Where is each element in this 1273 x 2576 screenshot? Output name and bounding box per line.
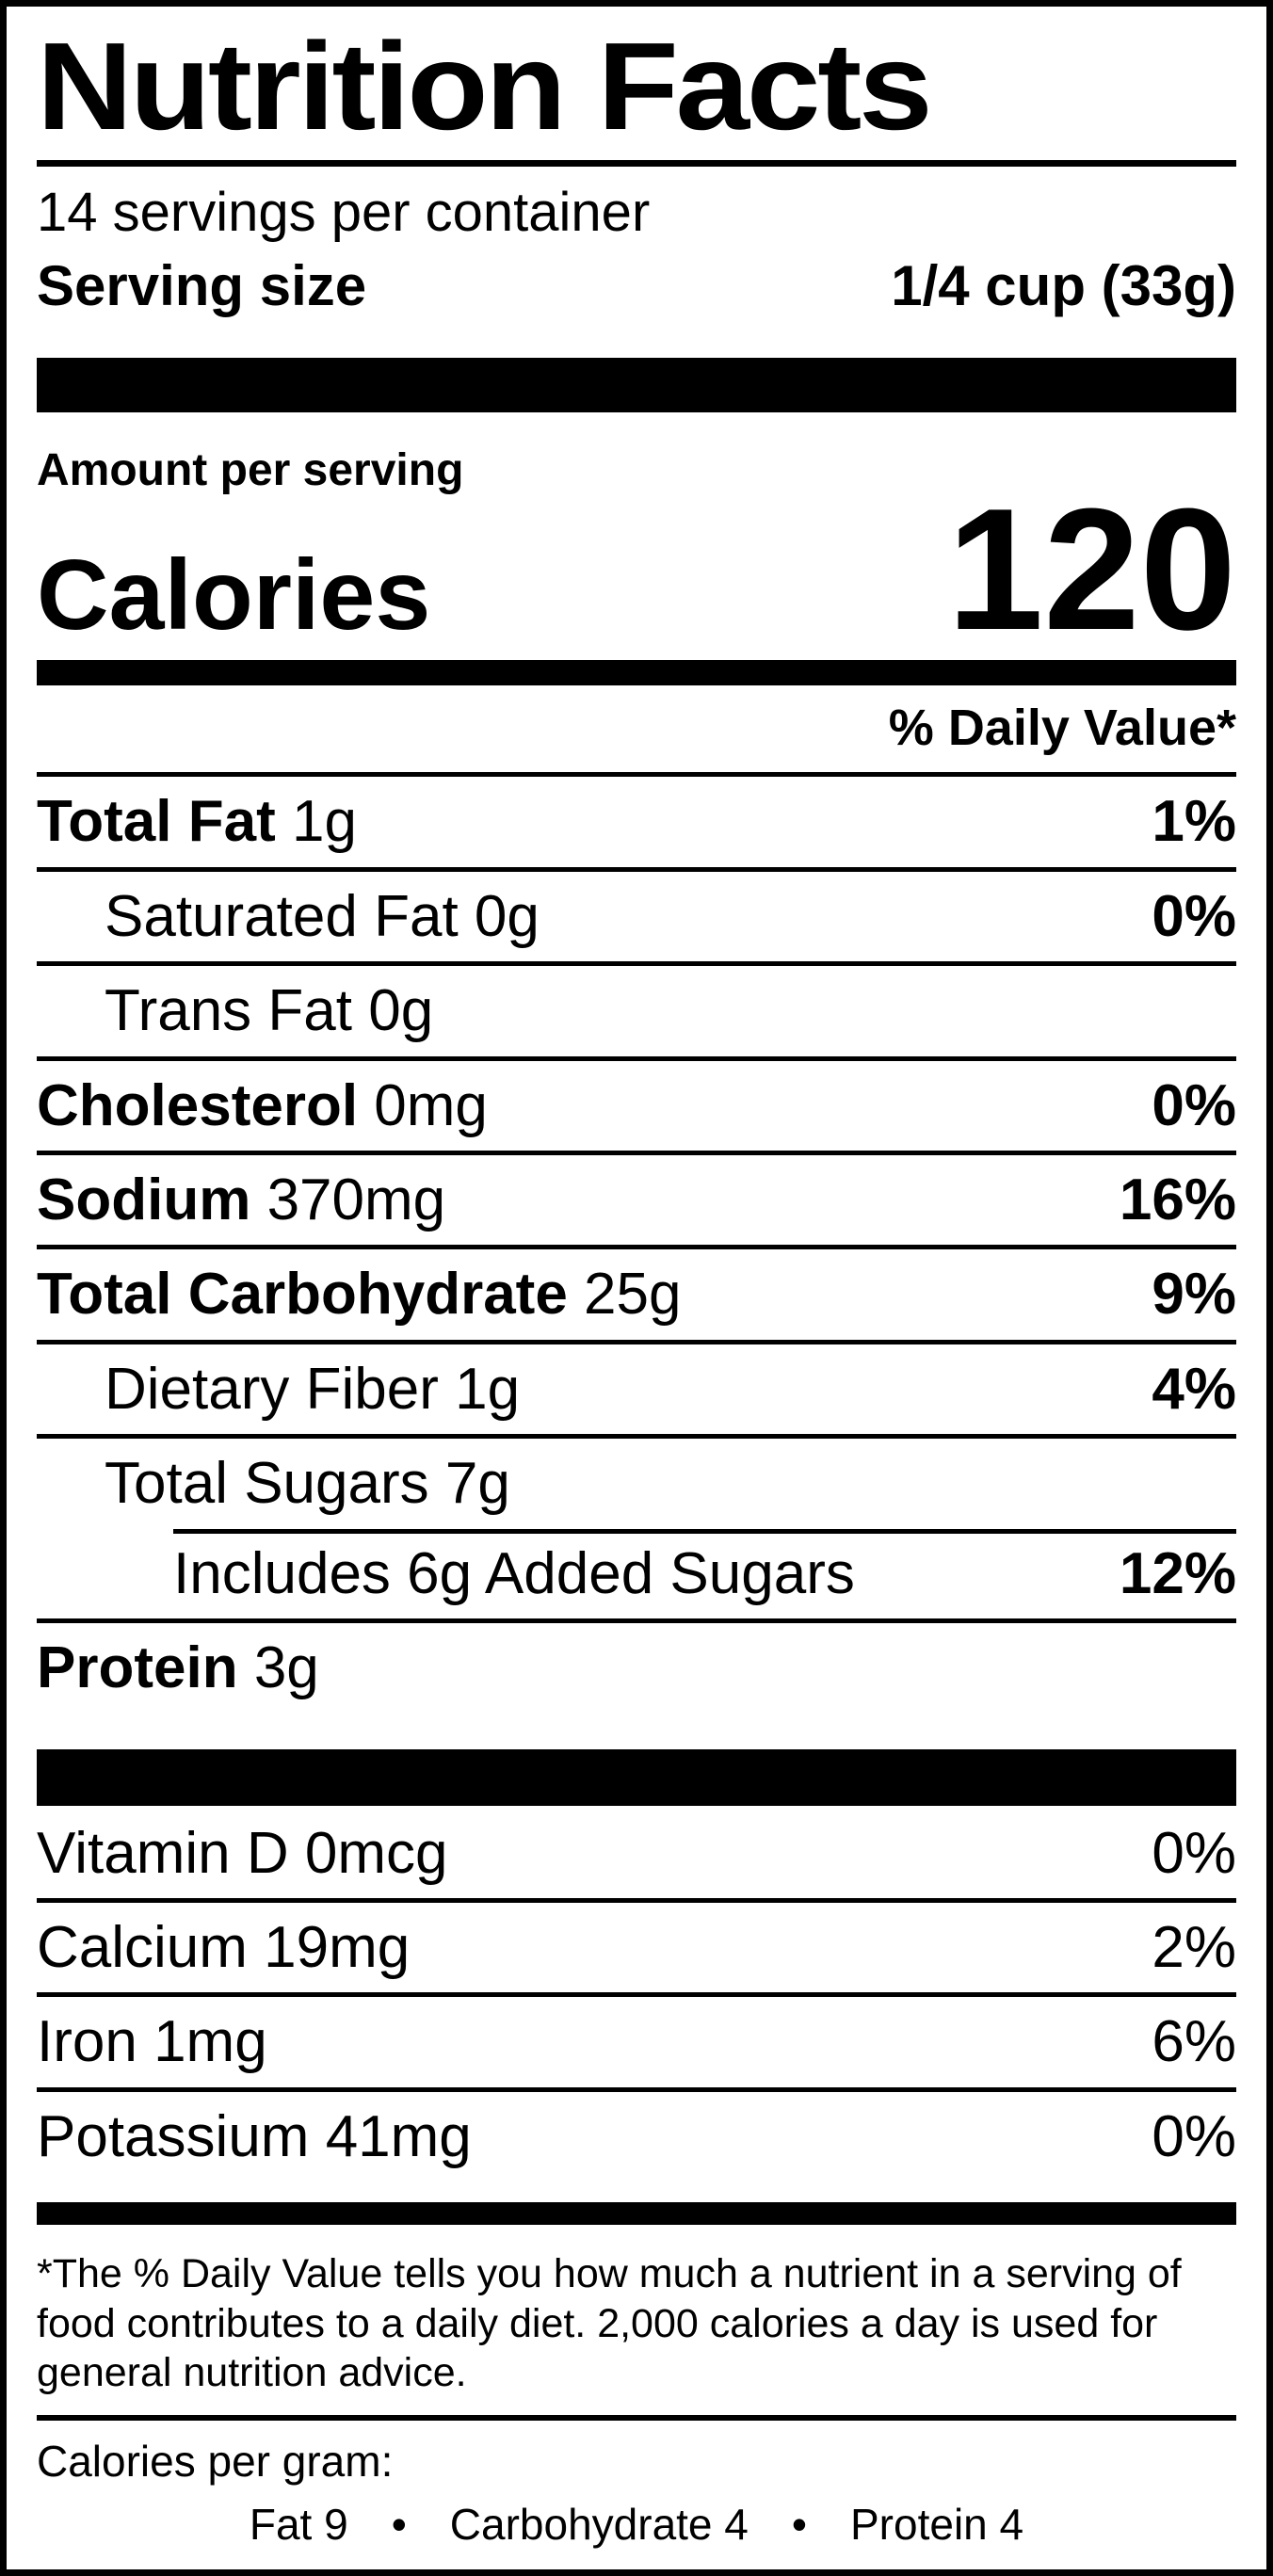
row-dietary-fiber: Dietary Fiber 1g 4% (37, 1339, 1236, 1434)
title-divider (37, 159, 1236, 167)
amount-per-serving-label: Amount per serving (37, 445, 464, 496)
nutrient-daily-value: 16% (1119, 1167, 1236, 1232)
nutrient-amount: 370mg (266, 1167, 446, 1232)
nutrient-name-and-amount: Trans Fat 0g (37, 978, 433, 1043)
calories-per-gram-entries: Fat 9 • Carbohydrate 4 • Protein 4 (37, 2499, 1236, 2551)
nutrient-amount: 0g (368, 978, 434, 1044)
calories-value: 120 (947, 472, 1236, 667)
nutrient-name: Protein (37, 1635, 238, 1701)
row-sodium: Sodium 370mg 16% (37, 1150, 1236, 1245)
nutrient-name: Iron (37, 2009, 137, 2075)
calories-per-gram-label: Calories per gram: (37, 2436, 394, 2486)
nutrient-daily-value: 0% (1152, 1820, 1236, 1886)
nutrient-amount: 0g (474, 883, 540, 949)
nutrient-name-and-amount: Cholesterol 0mg (37, 1073, 488, 1138)
nutrient-name-and-amount: Iron 1mg (37, 2009, 267, 2074)
nutrient-name: Total Carbohydrate (37, 1262, 568, 1328)
nutrient-amount: 41mg (325, 2103, 472, 2169)
nutrient-name-and-amount: Saturated Fat 0g (37, 884, 540, 949)
nutrient-name-and-amount: Potassium 41mg (37, 2104, 472, 2169)
row-total-fat: Total Fat 1g 1% (37, 772, 1236, 866)
nutrient-daily-value: 9% (1152, 1262, 1236, 1328)
divider-bar-thick-top (37, 358, 1236, 413)
nutrient-daily-value: 0% (1152, 2103, 1236, 2169)
nutrient-daily-value: 12% (1119, 1540, 1236, 1606)
nutrient-amount: 3g (253, 1635, 319, 1701)
row-saturated-fat: Saturated Fat 0g 0% (37, 866, 1236, 961)
nutrient-name-and-amount: Total Sugars 7g (37, 1451, 510, 1516)
nutrient-name: Saturated Fat (105, 883, 459, 949)
nutrient-daily-value: 1% (1152, 789, 1236, 855)
nutrient-daily-value: 0% (1152, 1072, 1236, 1138)
nutrient-amount: 1g (291, 789, 357, 855)
row-calcium: Calcium 19mg 2% (37, 1898, 1236, 1992)
calories-per-gram-entry: Protein 4 (850, 2499, 1024, 2549)
divider-bar-thick-middle (37, 1748, 1236, 1806)
label-title: Nutrition Facts (37, 17, 933, 155)
nutrient-name: Vitamin D (37, 1820, 289, 1886)
row-total-carbohydrate: Total Carbohydrate 25g 9% (37, 1245, 1236, 1339)
nutrient-amount: 7g (444, 1451, 510, 1517)
row-protein: Protein 3g (37, 1618, 1236, 1713)
nutrient-amount: 0mcg (304, 1820, 448, 1886)
serving-size-row: Serving size 1/4 cup (33g) (37, 252, 1236, 320)
nutrient-amount: 1g (455, 1356, 521, 1422)
nutrient-name: Calcium (37, 1915, 248, 1981)
row-potassium: Potassium 41mg 0% (37, 2086, 1236, 2182)
calories-per-gram-entry: Fat 9 (249, 2499, 348, 2549)
nutrient-name: Cholesterol (37, 1072, 359, 1138)
nutrient-name: Sodium (37, 1167, 251, 1232)
nutrient-amount: 19mg (264, 1915, 411, 1981)
nutrient-daily-value: 4% (1152, 1356, 1236, 1422)
serving-size-value: 1/4 cup (33g) (891, 254, 1236, 318)
nutrient-amount: 1mg (153, 2009, 267, 2075)
calories-per-gram-entry: Carbohydrate 4 (449, 2499, 749, 2549)
nutrient-name-and-amount: Vitamin D 0mcg (37, 1821, 447, 1886)
nutrient-name: Potassium (37, 2103, 310, 2169)
nutrient-name: Total Sugars (105, 1451, 429, 1517)
nutrient-name-and-amount: Calcium 19mg (37, 1915, 410, 1980)
row-vitamin-d: Vitamin D 0mcg 0% (37, 1806, 1236, 1898)
nutrient-daily-value: 0% (1152, 883, 1236, 949)
calories-label: Calories (37, 539, 431, 652)
micronutrient-rows-section: Vitamin D 0mcg 0% Calcium 19mg 2% Iron 1mg 6%… (37, 1806, 1236, 2182)
nutrient-name: Total Fat (37, 789, 276, 855)
footnote-divider (37, 2414, 1236, 2421)
footnote-text: *The % Daily Value tells you how much a … (37, 2251, 1182, 2396)
nutrient-name: Dietary Fiber (105, 1356, 439, 1422)
nutrient-name-and-amount: Sodium 370mg (37, 1167, 445, 1232)
row-total-sugars: Total Sugars 7g (37, 1434, 1236, 1528)
divider-bar-medium (37, 660, 1236, 686)
divider-bar-medium-bottom (37, 2202, 1236, 2226)
nutrient-name-and-amount: Dietary Fiber 1g (37, 1357, 520, 1422)
nutrient-amount: 25g (584, 1262, 682, 1328)
bullet-separator: • (391, 2499, 407, 2549)
servings-per-container: 14 servings per container (37, 181, 651, 243)
nutrient-rows-section: Total Fat 1g 1% Saturated Fat 0g 0% Trans Fa… (37, 772, 1236, 1713)
nutrient-name-and-amount: Protein 3g (37, 1635, 319, 1700)
nutrient-name-and-amount: Total Carbohydrate 25g (37, 1262, 682, 1327)
daily-value-header: % Daily Value* (888, 700, 1236, 757)
nutrient-name: Trans Fat (105, 978, 352, 1044)
serving-size-label: Serving size (37, 254, 367, 318)
nutrient-name-and-amount: Includes 6g Added Sugars (37, 1541, 855, 1606)
row-cholesterol: Cholesterol 0mg 0% (37, 1055, 1236, 1151)
calories-row: Calories 120 (37, 472, 1236, 667)
row-trans-fat: Trans Fat 0g (37, 961, 1236, 1055)
nutrient-amount: 0mg (374, 1072, 488, 1138)
nutrient-name: Includes 6g Added Sugars (173, 1540, 855, 1606)
row-iron: Iron 1mg 6% (37, 1992, 1236, 2086)
nutrient-daily-value: 6% (1152, 2009, 1236, 2075)
bullet-separator: • (791, 2499, 807, 2549)
row-includes-6g-added-sugars: Includes 6g Added Sugars 12% (37, 1528, 1236, 1618)
nutrient-name-and-amount: Total Fat 1g (37, 789, 357, 854)
nutrient-daily-value: 2% (1152, 1915, 1236, 1981)
